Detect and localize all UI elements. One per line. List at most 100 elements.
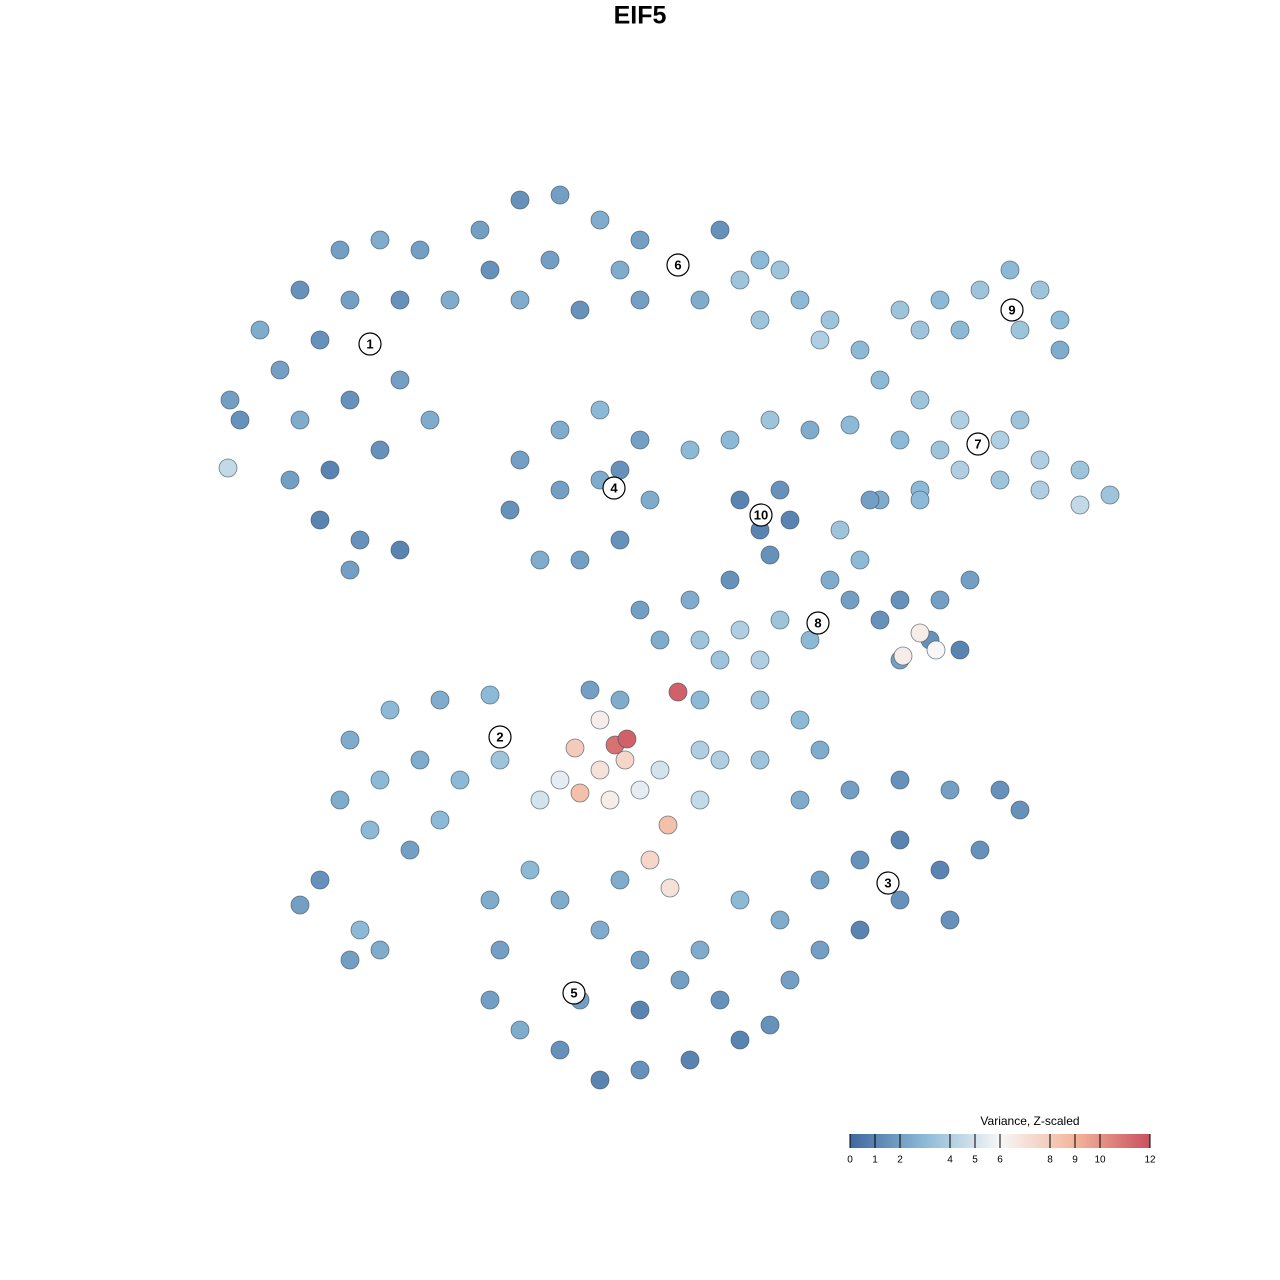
- point: [570, 300, 590, 320]
- point: [830, 520, 850, 540]
- point: [680, 1050, 700, 1070]
- point: [990, 470, 1010, 490]
- point: [340, 390, 360, 410]
- cluster-marker: [602, 476, 626, 500]
- point: [730, 270, 750, 290]
- point: [730, 890, 750, 910]
- point: [760, 410, 780, 430]
- point: [480, 990, 500, 1010]
- point: [630, 230, 650, 250]
- point: [550, 1040, 570, 1060]
- point: [680, 440, 700, 460]
- point: [1010, 410, 1030, 430]
- point: [550, 770, 570, 790]
- cluster-marker: [749, 503, 773, 527]
- point: [610, 870, 630, 890]
- point: [340, 730, 360, 750]
- point: [930, 440, 950, 460]
- point: [420, 410, 440, 430]
- point: [590, 400, 610, 420]
- point: [940, 910, 960, 930]
- point: [720, 570, 740, 590]
- point: [910, 623, 930, 643]
- point: [330, 240, 350, 260]
- point: [770, 480, 790, 500]
- point: [930, 860, 950, 880]
- colorbar-tick-label: 9: [1072, 1155, 1078, 1166]
- point: [530, 550, 550, 570]
- point: [550, 480, 570, 500]
- point: [850, 550, 870, 570]
- point: [750, 690, 770, 710]
- point: [910, 320, 930, 340]
- point: [950, 320, 970, 340]
- point: [960, 570, 980, 590]
- cluster-marker: [1000, 298, 1024, 322]
- point: [550, 185, 570, 205]
- point: [590, 920, 610, 940]
- point: [690, 940, 710, 960]
- point: [850, 920, 870, 940]
- point: [890, 890, 910, 910]
- point: [390, 540, 410, 560]
- point: [850, 850, 870, 870]
- point: [565, 738, 585, 758]
- point: [500, 500, 520, 520]
- colorbar-tick-label: 8: [1047, 1155, 1053, 1166]
- cluster-marker: [966, 432, 990, 456]
- point: [270, 360, 290, 380]
- point: [890, 770, 910, 790]
- point: [970, 840, 990, 860]
- point: [930, 290, 950, 310]
- point: [370, 230, 390, 250]
- point: [510, 190, 530, 210]
- cluster-label: 3: [884, 875, 891, 890]
- point: [990, 430, 1010, 450]
- point: [658, 815, 678, 835]
- point: [510, 290, 530, 310]
- point: [570, 783, 590, 803]
- point: [380, 700, 400, 720]
- point: [630, 1000, 650, 1020]
- point: [790, 290, 810, 310]
- point: [370, 440, 390, 460]
- point: [340, 290, 360, 310]
- point: [890, 830, 910, 850]
- point: [490, 750, 510, 770]
- point: [1070, 460, 1090, 480]
- colorbar-tick-label: 6: [997, 1155, 1003, 1166]
- point: [660, 878, 680, 898]
- point: [550, 420, 570, 440]
- point: [230, 410, 250, 430]
- point: [430, 690, 450, 710]
- point: [250, 320, 270, 340]
- point: [218, 458, 238, 478]
- point: [330, 790, 350, 810]
- point: [510, 1020, 530, 1040]
- point: [690, 740, 710, 760]
- cluster-labels: 1 2 3 4 5 6 7 8 9 10: [358, 253, 1024, 1005]
- point: [850, 340, 870, 360]
- point: [730, 620, 750, 640]
- point: [630, 290, 650, 310]
- cluster-label: 1: [366, 336, 373, 351]
- point: [390, 290, 410, 310]
- point: [290, 410, 310, 430]
- point: [530, 790, 550, 810]
- cluster-marker: [488, 725, 512, 749]
- point: [480, 890, 500, 910]
- point: [1050, 310, 1070, 330]
- point: [890, 590, 910, 610]
- point: [860, 490, 880, 510]
- point: [670, 970, 690, 990]
- point: [950, 410, 970, 430]
- colorbar-tick-label: 2: [897, 1155, 903, 1166]
- point: [630, 1060, 650, 1080]
- point: [840, 590, 860, 610]
- cluster-label: 9: [1008, 302, 1015, 317]
- point: [820, 310, 840, 330]
- point: [840, 780, 860, 800]
- colorbar-title: Variance, Z-scaled: [980, 1114, 1079, 1128]
- point: [610, 690, 630, 710]
- point: [470, 220, 490, 240]
